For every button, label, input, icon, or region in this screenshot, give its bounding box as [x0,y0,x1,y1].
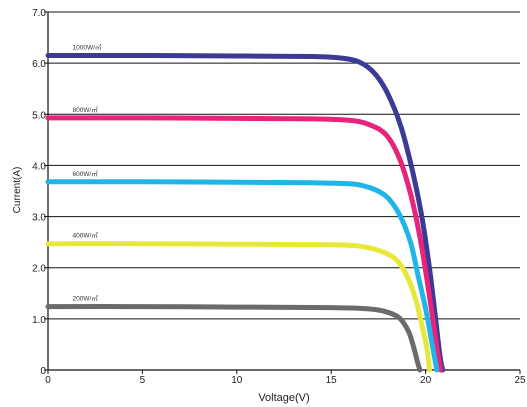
series-line [45,241,432,373]
series-label: 200W/㎡ [73,294,99,303]
y-tick-label: 6.0 [32,59,46,70]
series-line [45,304,423,373]
y-tick-label: 3.0 [32,213,46,224]
x-axis-label: Voltage(V) [258,392,309,404]
series-lines [45,52,446,373]
series-line [45,52,446,373]
x-tick-label: 25 [514,375,526,386]
y-axis-ticks: 0 1.0 2.0 3.0 4.0 5.0 6.0 7.0 [32,8,48,377]
x-tick-label: 5 [140,375,146,386]
x-tick-label: 0 [45,375,51,386]
y-tick-label: 2.0 [32,264,46,275]
axes [47,12,520,371]
series-labels: 1000W/㎡ 800W/㎡ 600W/㎡ 400W/㎡ 200W/㎡ [73,42,102,302]
y-tick-label: 5.0 [32,110,46,121]
x-tick-label: 20 [420,375,432,386]
series-label: 1000W/㎡ [73,42,102,51]
y-tick-label: 4.0 [32,161,46,172]
y-tick-label: 7.0 [32,8,46,19]
y-tick-label: 1.0 [32,315,46,326]
x-axis-ticks: 0 5 10 15 20 25 [45,370,526,386]
y-tick-label: 0 [40,366,46,377]
series-label: 800W/㎡ [73,105,99,114]
series-line [45,179,440,373]
series-line [45,115,444,373]
grid-lines [48,11,520,320]
x-tick-label: 10 [231,375,243,386]
y-axis-label: Current(A) [12,167,23,214]
series-label: 400W/㎡ [73,231,99,240]
x-tick-label: 15 [326,375,338,386]
series-label: 600W/㎡ [73,169,99,178]
